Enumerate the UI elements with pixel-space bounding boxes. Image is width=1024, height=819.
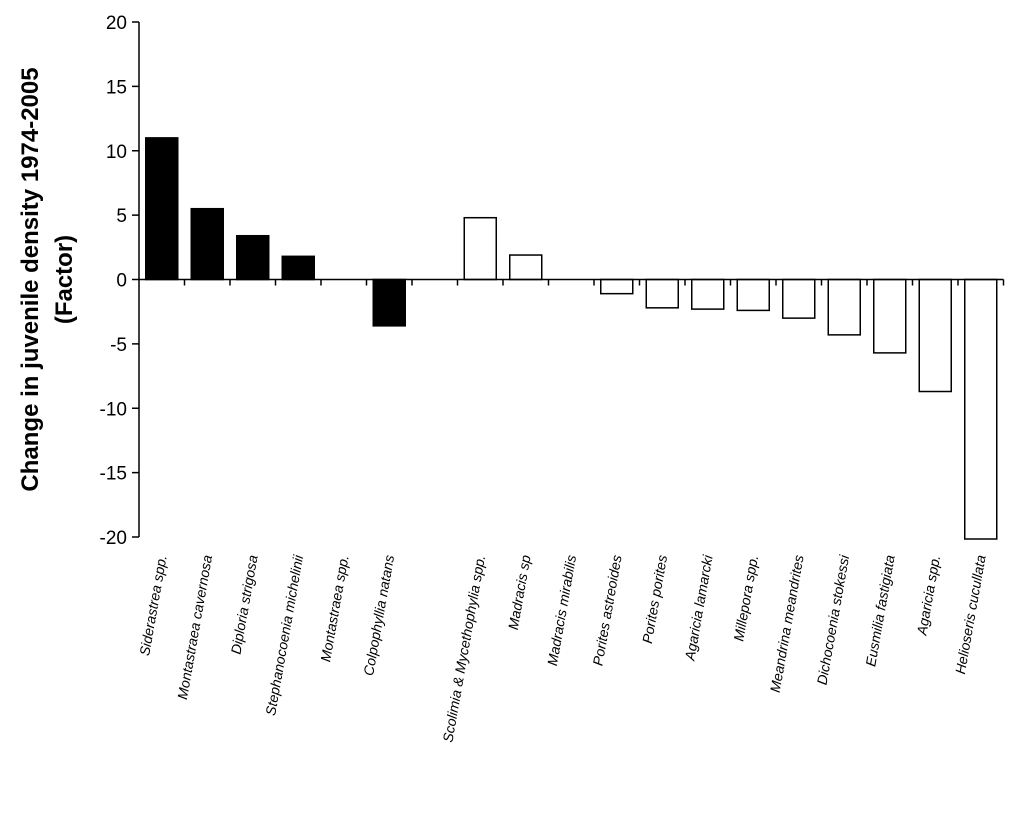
bar — [736, 278, 770, 312]
y-tick-label: -20 — [100, 528, 127, 549]
x-tick-label: Colpophyllia natans — [360, 554, 397, 677]
y-axis: 20 15 10 5 0 -5 -10 -15 -20 — [100, 13, 140, 549]
x-tick-label: Madracis mirabilis — [544, 554, 579, 667]
bar — [190, 207, 224, 281]
x-tick-label: Dichocoenia stokessi — [814, 553, 853, 686]
x-tick-label: Scolimia & Mycethophylia spp. — [439, 554, 488, 744]
bar — [281, 255, 315, 281]
x-tick-label: Agaricia spp. — [913, 554, 943, 637]
bar — [873, 278, 907, 354]
bar — [372, 278, 406, 327]
bar — [236, 234, 270, 281]
x-tick-label: Meandrina meandrites — [767, 554, 807, 694]
y-tick-label: -5 — [110, 335, 127, 356]
y-tick-label: 20 — [106, 13, 127, 34]
x-tick-label: Stephanocoenia michelinii — [262, 553, 306, 717]
y-tick-label: 10 — [106, 142, 127, 163]
x-tick-label: Siderastrea spp. — [136, 554, 169, 657]
x-tick-label: Porites astreoides — [589, 554, 624, 667]
y-axis-title: Change in juvenile density 1974-2005 (Fac… — [17, 67, 78, 491]
bars — [145, 137, 998, 540]
x-axis — [139, 278, 1005, 286]
x-tick-label: Eusmilia fastigiata — [862, 554, 897, 668]
bar — [145, 137, 179, 281]
x-tick-label: Porites porites — [639, 554, 670, 645]
y-axis-title-line-2: (Factor) — [51, 235, 78, 324]
y-tick-label: -10 — [100, 399, 127, 420]
bar — [463, 216, 497, 281]
bar — [964, 278, 998, 540]
bar — [645, 278, 679, 309]
bar — [600, 278, 634, 295]
bar — [691, 278, 725, 310]
bar — [827, 278, 861, 336]
bar — [918, 278, 952, 393]
y-tick-label: 0 — [116, 271, 127, 292]
x-tick-label: Helioseris cucullata — [952, 554, 989, 676]
y-tick-label: -15 — [100, 464, 127, 485]
x-tick-label: Montastraea cavernosa — [174, 554, 215, 701]
x-tick-label: Madracis sp — [505, 554, 534, 631]
x-tick-label: Millepora spp. — [730, 554, 761, 643]
x-tick-label: Diploria strigosa — [228, 554, 261, 656]
x-tick-label: Agaricia lamarcki — [681, 553, 716, 663]
bar — [509, 254, 543, 281]
y-tick-label: 5 — [116, 206, 127, 227]
y-axis-title-line-1: Change in juvenile density 1974-2005 — [17, 67, 44, 491]
x-tick-label: Montastraea spp. — [317, 554, 352, 663]
category-labels: Siderastrea spp. Montastraea cavernosa Dip… — [136, 553, 988, 744]
y-tick-label: 15 — [106, 77, 127, 98]
bar — [782, 278, 816, 319]
